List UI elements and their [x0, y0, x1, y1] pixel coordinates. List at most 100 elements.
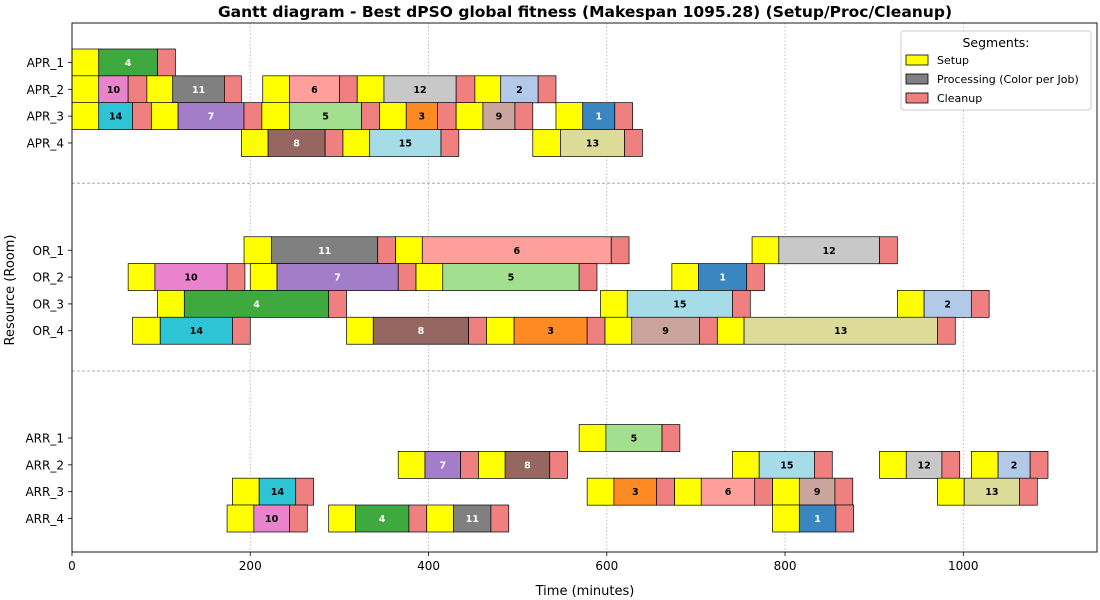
processing-bar: [154, 263, 228, 291]
setup-bar: [970, 451, 999, 479]
processing-bar: [267, 129, 326, 157]
setup-bar: [243, 236, 273, 265]
job-label: 13: [834, 326, 847, 337]
y-tick-label: OR_2: [33, 271, 64, 285]
y-axis-label: Resource (Room): [3, 235, 18, 346]
processing-bar: [453, 504, 492, 533]
x-tick-label: 200: [239, 559, 262, 573]
legend-entry-label: Processing (Color per Job): [937, 73, 1079, 86]
legend-frame: [900, 30, 1092, 111]
cleanup-bar: [1019, 477, 1038, 506]
processing-bar: [582, 102, 616, 130]
legend-title: Segments:: [963, 35, 1030, 50]
legend-swatch: [905, 73, 929, 85]
setup-bar: [671, 263, 699, 291]
cleanup-bar: [339, 75, 358, 104]
cleanup-bar: [408, 504, 428, 533]
setup-bar: [896, 290, 925, 318]
processing-bar: [758, 451, 815, 479]
chart-title: Gantt diagram - Best dPSO global fitness…: [218, 3, 952, 21]
processing-bar: [504, 451, 551, 479]
job-label: 2: [944, 299, 951, 310]
cleanup-bar: [814, 451, 833, 479]
processing-bar: [405, 102, 438, 130]
processing-bar: [421, 236, 612, 265]
cleanup-bar: [661, 424, 681, 452]
setup-bar: [132, 316, 161, 345]
processing-bar: [963, 477, 1020, 506]
processing-bar: [183, 290, 330, 318]
setup-bar: [426, 504, 454, 533]
cleanup-bar: [879, 236, 898, 265]
cleanup-bar: [232, 316, 251, 345]
x-tick-label: 400: [417, 559, 440, 573]
cleanup-bar: [586, 316, 606, 345]
y-tick-label: OR_4: [33, 324, 64, 338]
cleanup-bar: [127, 75, 148, 104]
y-tick-label: APR_4: [27, 136, 64, 150]
setup-bar: [600, 290, 628, 318]
job-label: 8: [524, 460, 531, 471]
job-label: 7: [208, 112, 215, 123]
job-label: 6: [725, 487, 732, 498]
setup-bar: [578, 424, 607, 452]
setup-bar: [586, 477, 615, 506]
job-label: 12: [823, 246, 836, 257]
cleanup-bar: [132, 102, 152, 130]
legend-swatch: [905, 54, 929, 66]
job-label: 5: [322, 112, 329, 123]
job-label: 2: [1011, 460, 1018, 471]
x-tick-label: 0: [68, 559, 76, 573]
setup-bar: [262, 75, 290, 104]
setup-bar: [532, 129, 561, 157]
processing-bar: [258, 477, 297, 506]
setup-bar: [486, 316, 515, 345]
cleanup-bar: [1029, 451, 1049, 479]
cleanup-bar: [490, 504, 510, 533]
x-tick-label: 1000: [948, 559, 979, 573]
y-tick-label: ARR_4: [25, 512, 64, 526]
cleanup-bar: [397, 263, 417, 291]
y-tick-label: ARR_2: [25, 458, 64, 472]
job-label: 12: [917, 460, 930, 471]
y-tick-label: OR_1: [33, 244, 64, 258]
cleanup-bar: [361, 102, 380, 130]
job-label: 4: [253, 299, 260, 310]
job-label: 6: [311, 85, 318, 96]
job-label: 4: [379, 514, 386, 525]
cleanup-bar: [970, 290, 990, 318]
setup-bar: [397, 451, 426, 479]
cleanup-bar: [656, 477, 675, 506]
processing-bar: [424, 451, 461, 479]
job-label: 7: [334, 273, 341, 284]
cleanup-bar: [295, 477, 314, 506]
cleanup-bar: [460, 451, 479, 479]
job-label: 2: [516, 85, 523, 96]
setup-bar: [71, 75, 100, 104]
processing-bar: [172, 75, 225, 104]
cleanup-bar: [937, 316, 956, 345]
job-label: 1: [595, 112, 602, 123]
cleanup-bar: [224, 75, 242, 104]
job-label: 13: [985, 487, 998, 498]
setup-bar: [240, 129, 269, 157]
processing-bar: [923, 290, 972, 318]
cleanup-bar: [243, 102, 263, 130]
job-label: 9: [496, 112, 503, 123]
job-label: 11: [466, 514, 479, 525]
job-label: 4: [125, 58, 132, 69]
y-tick-label: APR_2: [27, 83, 64, 97]
processing-bar: [905, 451, 943, 479]
processing-bar: [159, 316, 233, 345]
x-tick-label: 600: [595, 559, 618, 573]
job-label: 5: [508, 273, 515, 284]
job-label: 8: [293, 138, 300, 149]
setup-bar: [249, 263, 278, 291]
legend-entry-label: Cleanup: [937, 92, 982, 105]
y-tick-label: ARR_1: [25, 432, 64, 446]
setup-bar: [328, 504, 356, 533]
job-label: 11: [318, 246, 331, 257]
cleanup-bar: [549, 451, 568, 479]
y-tick-label: ARR_3: [25, 485, 64, 499]
